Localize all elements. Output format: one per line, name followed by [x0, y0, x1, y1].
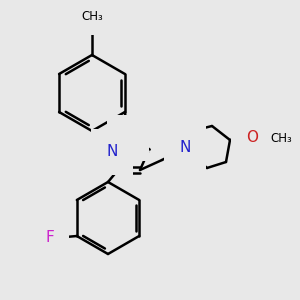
Text: N: N [122, 130, 134, 146]
Text: CH₃: CH₃ [81, 10, 103, 23]
Text: O: O [246, 130, 258, 146]
Text: N: N [106, 145, 118, 160]
Text: N: N [179, 140, 191, 155]
Text: CH₃: CH₃ [270, 131, 292, 145]
Text: F: F [45, 230, 54, 245]
